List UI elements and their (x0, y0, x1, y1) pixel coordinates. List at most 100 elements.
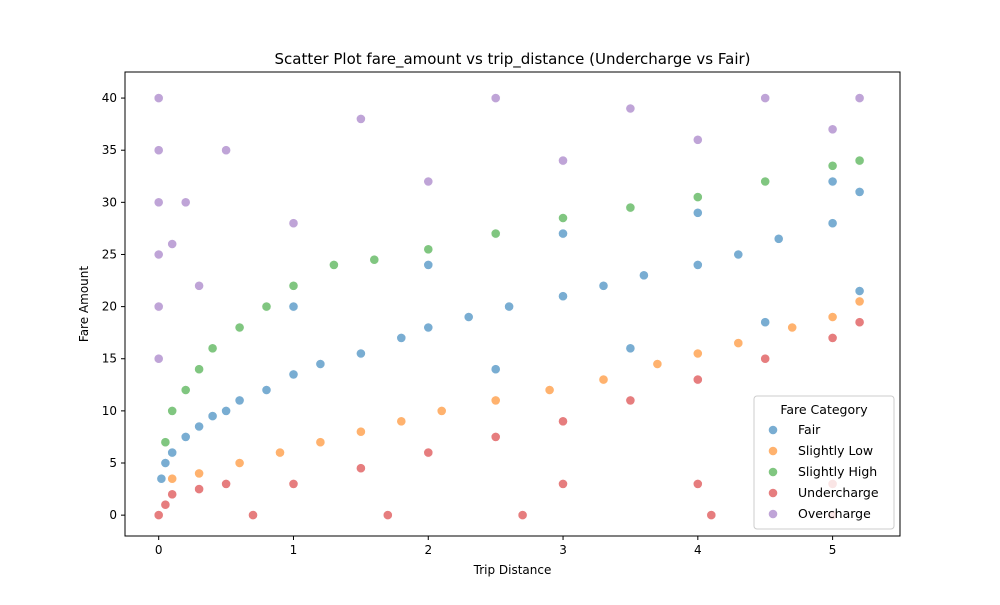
point-fair-0 (156, 473, 167, 484)
point-fair-5 (207, 411, 218, 421)
point-undercharge-18 (706, 510, 717, 520)
point-undercharge-11 (692, 374, 703, 385)
point-fair-9 (288, 369, 299, 380)
point-fair-2 (167, 447, 178, 458)
point-undercharge-17 (517, 510, 528, 520)
point-fair-27 (692, 207, 703, 218)
point-undercharge-6 (355, 463, 366, 474)
point-overcharge-0 (153, 93, 164, 103)
point-fair-8 (261, 385, 272, 395)
point-slightly-high-14 (692, 192, 703, 202)
point-overcharge-10 (288, 218, 299, 229)
point-slightly-high-15 (760, 176, 771, 187)
point-undercharge-5 (288, 478, 299, 489)
point-undercharge-13 (827, 332, 838, 343)
point-slightly-high-3 (194, 364, 204, 375)
point-fair-32 (854, 286, 865, 296)
point-undercharge-14 (854, 317, 865, 328)
point-undercharge-10 (625, 395, 636, 406)
point-fair-20 (733, 249, 744, 260)
point-undercharge-20 (558, 478, 568, 489)
point-fair-1 (160, 458, 171, 468)
point-fair-29 (490, 364, 501, 375)
x-tick-label-0: 0 (155, 543, 163, 557)
legend-label-overcharge: Overcharge (798, 506, 871, 521)
y-axis-label: Fare Amount (77, 266, 91, 342)
legend-label-undercharge: Undercharge (798, 485, 879, 500)
point-overcharge-1 (153, 145, 164, 156)
point-fair-3 (180, 431, 191, 442)
point-slightly-low-12 (692, 348, 703, 359)
y-tick-label-15: 15 (102, 352, 117, 366)
point-slightly-high-1 (167, 405, 178, 416)
point-overcharge-18 (827, 124, 838, 135)
point-overcharge-5 (153, 353, 164, 364)
point-slightly-high-0 (160, 437, 171, 448)
point-fair-16 (558, 291, 568, 302)
plot-frame (124, 71, 901, 537)
point-slightly-high-9 (369, 254, 380, 265)
point-fair-4 (194, 421, 204, 432)
point-slightly-low-16 (854, 296, 865, 307)
point-overcharge-17 (760, 93, 771, 103)
point-slightly-low-13 (733, 338, 744, 348)
x-tick-label-3: 3 (559, 543, 567, 557)
point-overcharge-11 (355, 114, 366, 124)
legend-marker-slightly-low (768, 446, 778, 456)
point-overcharge-12 (423, 176, 434, 187)
x-axis: 0 1 2 3 4 5 (155, 536, 837, 557)
point-slightly-high-16 (827, 160, 838, 171)
point-fair-7 (234, 395, 245, 406)
point-overcharge-7 (180, 197, 191, 208)
point-overcharge-16 (692, 134, 703, 145)
point-undercharge-21 (692, 478, 703, 489)
legend-marker-slightly-high (768, 467, 778, 477)
point-fair-30 (625, 343, 636, 354)
point-slightly-high-8 (328, 259, 339, 270)
y-tick-label-25: 25 (102, 247, 117, 261)
point-fair-25 (423, 259, 434, 270)
point-slightly-low-0 (167, 473, 178, 484)
point-fair-21 (773, 233, 784, 244)
point-undercharge-0 (153, 510, 164, 520)
legend-label-fair: Fair (798, 422, 821, 437)
y-tick-label-5: 5 (109, 456, 117, 470)
point-fair-15 (504, 301, 514, 312)
legend-label-slightly-high: Slightly High (798, 464, 877, 479)
legend-title: Fare Category (780, 402, 868, 417)
y-axis: 0 5 10 15 20 25 30 35 40 (102, 91, 125, 522)
legend: Fare Category Fair Slightly Low Slightly H… (753, 395, 895, 530)
point-slightly-low-7 (436, 405, 447, 416)
legend-items: Fair Slightly Low Slightly High Undercharge… (768, 422, 879, 521)
y-tick-label-0: 0 (109, 508, 117, 522)
x-tick-label-5: 5 (829, 543, 837, 557)
point-fair-6 (221, 405, 231, 416)
point-overcharge-4 (153, 301, 164, 312)
point-slightly-low-1 (194, 468, 204, 479)
y-tick-label-35: 35 (102, 143, 117, 157)
point-fair-13 (423, 322, 434, 333)
point-slightly-high-2 (180, 385, 191, 395)
x-axis-label: Trip Distance (473, 563, 552, 577)
point-fair-11 (355, 348, 366, 359)
point-slightly-low-14 (787, 322, 798, 333)
point-slightly-high-12 (558, 213, 568, 223)
point-undercharge-4 (221, 478, 231, 489)
point-fair-12 (396, 332, 407, 343)
point-overcharge-13 (490, 93, 501, 103)
point-undercharge-9 (558, 416, 568, 427)
point-overcharge-9 (221, 145, 231, 156)
x-tick-label-4: 4 (694, 543, 702, 557)
point-undercharge-16 (382, 510, 393, 520)
x-tick-label-2: 2 (424, 543, 432, 557)
point-slightly-low-3 (275, 447, 285, 458)
points-layer (153, 93, 865, 520)
legend-label-slightly-low: Slightly Low (798, 443, 873, 458)
point-slightly-low-2 (234, 458, 245, 468)
point-slightly-high-5 (234, 322, 245, 333)
point-slightly-low-15 (827, 312, 838, 322)
point-slightly-high-6 (261, 301, 272, 312)
point-slightly-high-13 (625, 202, 636, 213)
